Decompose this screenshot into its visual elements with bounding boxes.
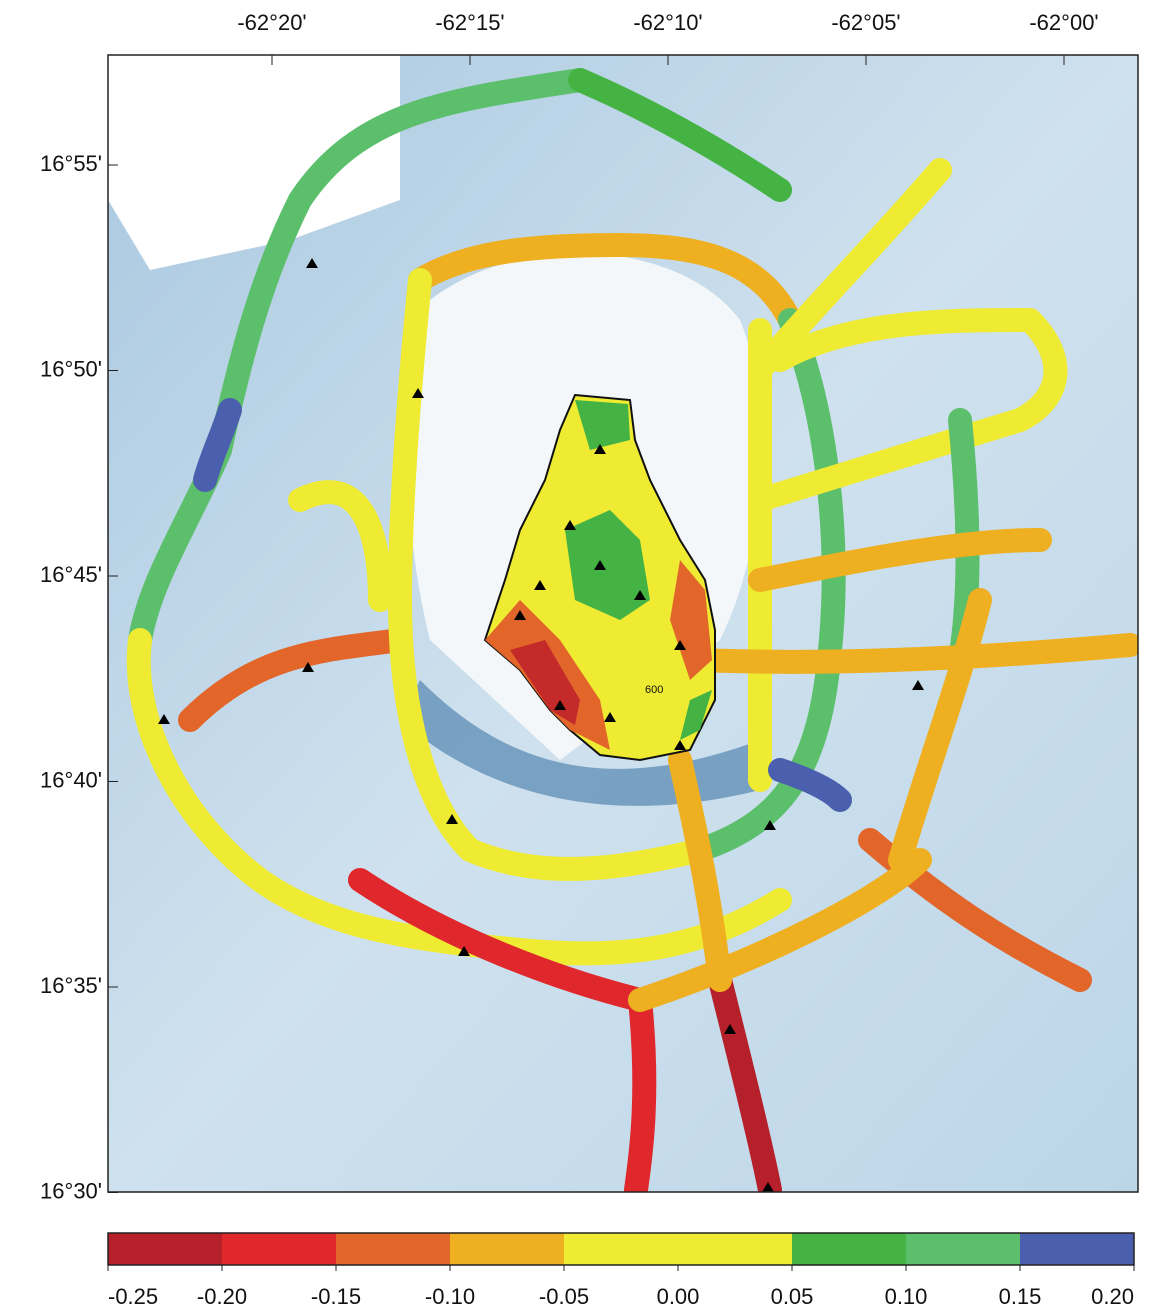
lon-label: -62°00' [1029,10,1098,35]
map-area: 600 [108,55,1138,1192]
colorbar-tick-label: -0.20 [197,1284,247,1309]
colorbar: -0.25 -0.20 -0.15 -0.10 -0.05 0.00 0.05 0.10 0.1… [108,1233,1134,1309]
colorbar-segment [222,1233,336,1265]
colorbar-segment [1020,1233,1134,1265]
colorbar-tick-label: -0.15 [311,1284,361,1309]
colorbar-segment [564,1233,678,1265]
colorbar-segment [906,1233,1020,1265]
lat-label: 16°35' [40,973,102,998]
lon-label: -62°10' [633,10,702,35]
colorbar-tick-label: 0.10 [885,1284,928,1309]
colorbar-segment [108,1233,222,1265]
lon-label: -62°15' [435,10,504,35]
contour-label: 600 [645,684,663,696]
colorbar-segment [792,1233,906,1265]
map-figure: 600 -62°20' -62°15' -62°10' -62°05' -62°00' 1… [0,0,1170,1314]
colorbar-tick-label: 0.15 [999,1284,1042,1309]
colorbar-tick-label: 0.00 [657,1284,700,1309]
lat-label: 16°40' [40,767,102,792]
colorbar-segment [450,1233,564,1265]
lat-label: 16°45' [40,562,102,587]
lat-label: 16°50' [40,356,102,381]
lat-label: 16°30' [40,1178,102,1203]
lon-label: -62°20' [237,10,306,35]
colorbar-tick-label: 0.20 [1091,1284,1134,1309]
colorbar-segment [336,1233,450,1265]
lon-label: -62°05' [831,10,900,35]
colorbar-segment [678,1233,792,1265]
colorbar-tick-label: -0.05 [539,1284,589,1309]
colorbar-tick-label: -0.10 [425,1284,475,1309]
colorbar-tick-label: 0.05 [771,1284,814,1309]
colorbar-tick-label: -0.25 [108,1284,158,1309]
lat-label: 16°55' [40,151,102,176]
